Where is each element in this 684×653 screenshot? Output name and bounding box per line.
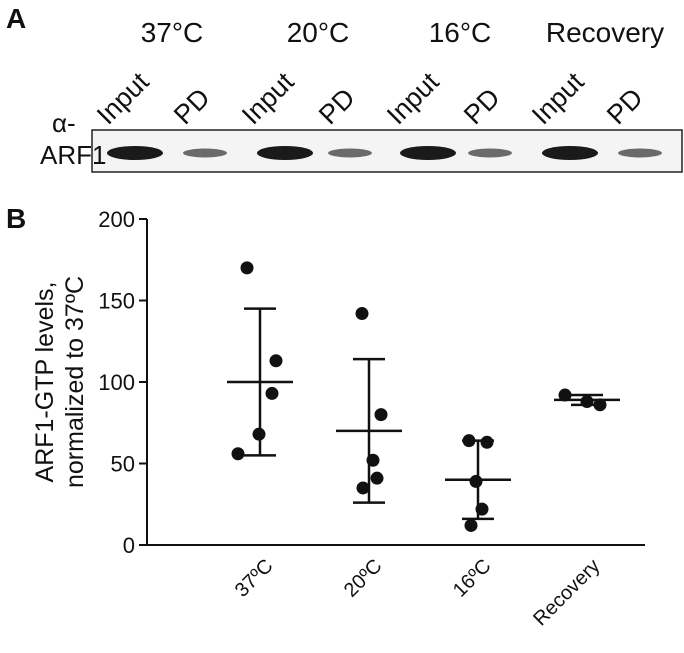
antibody-label: α- <box>52 108 76 138</box>
lane-label: PD <box>168 83 216 131</box>
x-tick-label: 16ºC <box>449 555 496 602</box>
data-point <box>240 261 254 275</box>
panel-label: A <box>6 3 26 34</box>
y-tick-label: 200 <box>98 207 135 232</box>
lane-label: Input <box>236 66 300 130</box>
data-point <box>469 474 483 488</box>
blot-band <box>542 146 598 160</box>
y-axis-label: normalized to 37ºC <box>61 276 89 488</box>
lane-label: PD <box>458 83 506 131</box>
data-point <box>355 307 369 321</box>
lane-label: Input <box>526 66 590 130</box>
lane-label: PD <box>313 83 361 131</box>
data-point <box>265 386 279 400</box>
lane-label: PD <box>601 83 649 131</box>
data-point <box>480 435 494 449</box>
data-point <box>374 408 388 422</box>
y-tick-label: 150 <box>98 289 135 314</box>
condition-label: 37°C <box>141 17 204 48</box>
panel-label: B <box>6 203 26 234</box>
blot-band <box>107 146 163 160</box>
y-tick-label: 50 <box>111 452 135 477</box>
condition-label: 20°C <box>287 17 350 48</box>
data-point <box>558 388 572 402</box>
data-point <box>269 354 283 368</box>
x-tick-label: 37ºC <box>231 555 278 602</box>
x-tick-label: 20ºC <box>340 555 387 602</box>
y-tick-label: 0 <box>123 533 135 558</box>
data-point <box>464 518 478 532</box>
y-axis-label: ARF1-GTP levels, <box>31 282 59 483</box>
blot-band <box>183 148 227 158</box>
condition-label: 16°C <box>429 17 492 48</box>
condition-label: Recovery <box>546 17 664 48</box>
data-point <box>356 481 370 495</box>
data-point <box>231 447 245 461</box>
blot-band <box>400 146 456 160</box>
blot-band <box>618 148 662 158</box>
blot-band <box>468 148 512 158</box>
lane-label: Input <box>381 66 445 130</box>
blot-band <box>328 148 372 158</box>
blot-band <box>257 146 313 160</box>
y-tick-label: 100 <box>98 370 135 395</box>
x-tick-label: Recovery <box>529 555 604 630</box>
antibody-label: ARF1 <box>40 140 106 170</box>
lane-label: Input <box>91 66 155 130</box>
data-point <box>370 471 384 485</box>
